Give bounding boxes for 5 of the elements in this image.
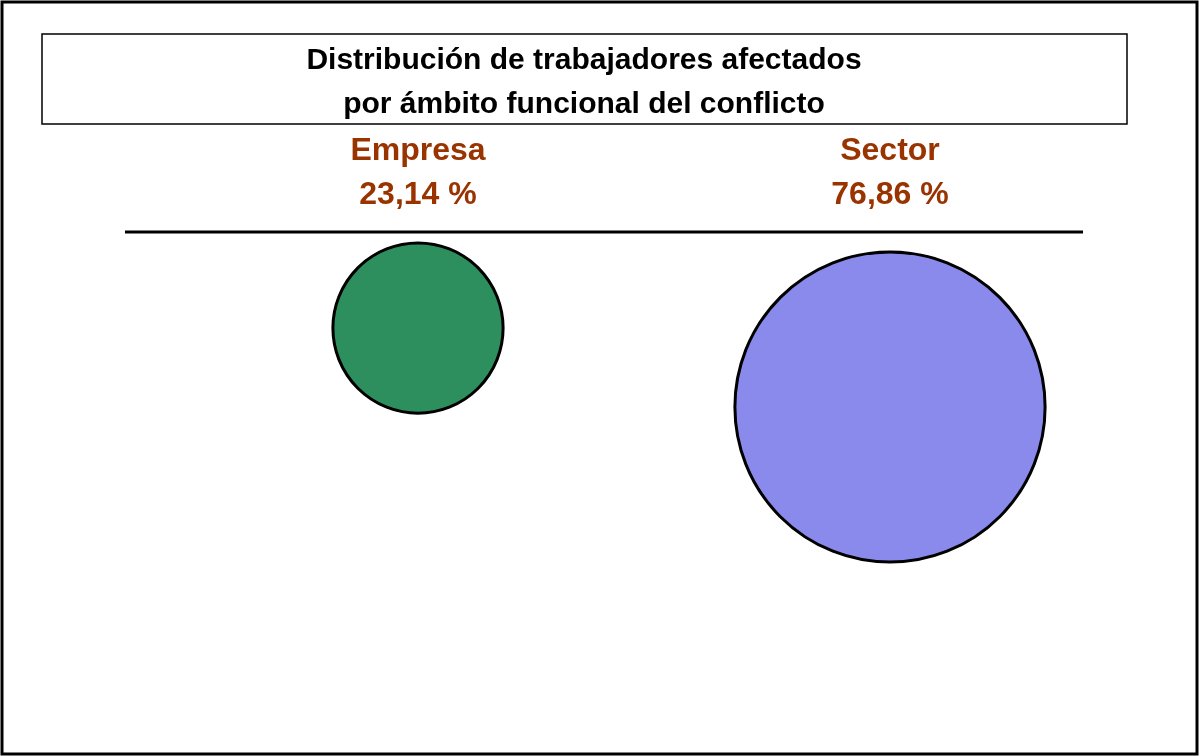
data-label: 76,86 % bbox=[831, 175, 949, 211]
data-label: 23,14 % bbox=[359, 175, 477, 211]
category-label: Sector bbox=[840, 131, 940, 167]
category-label: Empresa bbox=[350, 131, 486, 167]
text: Distribución de trabajadores afectados por ámbito funcional del conflicto bbox=[306, 42, 862, 119]
